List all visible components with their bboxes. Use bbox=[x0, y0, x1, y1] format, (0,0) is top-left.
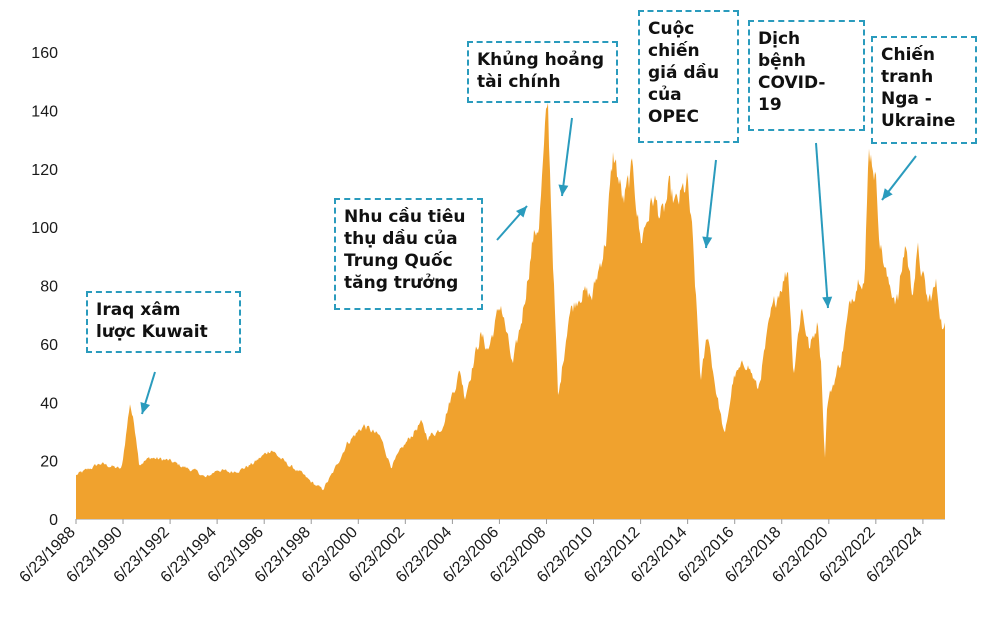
annotation-line: Chiến bbox=[881, 45, 936, 65]
annotation-line: Khủng hoảng bbox=[477, 50, 605, 70]
annotation-line: tài chính bbox=[477, 72, 561, 92]
annotation-line: tăng trưởng bbox=[344, 273, 459, 293]
area-layer bbox=[76, 102, 945, 519]
annotation-line: Trung Quốc bbox=[344, 251, 453, 271]
arrow-head bbox=[702, 236, 713, 248]
annotation-covid-19: Dịch bệnh COVID- 19 bbox=[748, 20, 865, 131]
y-tick-label: 140 bbox=[31, 103, 58, 120]
y-tick-label: 40 bbox=[40, 395, 58, 412]
annotation-line: của bbox=[648, 85, 682, 105]
arrow-head bbox=[515, 206, 527, 218]
annotation-arrow bbox=[561, 117, 573, 197]
annotation-line: Iraq xâm bbox=[96, 300, 181, 320]
arrow-head bbox=[558, 184, 569, 196]
annotation-russia-ukraine: Chiến tranh Nga - Ukraine bbox=[871, 36, 977, 144]
annotation-china-demand: Nhu cầu tiêu thụ dầu của Trung Quốc tăng tr… bbox=[334, 198, 483, 310]
annotation-arrow bbox=[705, 159, 717, 249]
y-tick-label: 160 bbox=[31, 45, 58, 62]
annotation-line: OPEC bbox=[648, 107, 699, 127]
arrow-head bbox=[882, 188, 893, 200]
y-tick-label: 120 bbox=[31, 162, 58, 179]
arrow-layer bbox=[140, 117, 917, 415]
annotation-line: chiến bbox=[648, 41, 700, 61]
annotation-opec-price-war: Cuộc chiến giá dầu của OPEC bbox=[638, 10, 739, 143]
annotation-line: COVID- bbox=[758, 73, 826, 93]
arrow-head bbox=[822, 296, 833, 308]
annotation-line: 19 bbox=[758, 95, 782, 115]
annotation-line: Dịch bbox=[758, 29, 801, 49]
annotation-line: Nga - bbox=[881, 89, 932, 109]
arrow-head bbox=[140, 402, 151, 414]
axes-layer bbox=[75, 518, 945, 524]
y-tick-label: 60 bbox=[40, 337, 58, 354]
annotation-line: bệnh bbox=[758, 51, 806, 71]
y-tick-label: 80 bbox=[40, 279, 58, 296]
annotation-line: lược Kuwait bbox=[96, 322, 208, 342]
y-tick-label: 100 bbox=[31, 220, 58, 237]
annotation-line: thụ dầu của bbox=[344, 229, 458, 249]
y-tick-label: 20 bbox=[40, 454, 58, 471]
annotation-line: Ukraine bbox=[881, 111, 956, 131]
annotation-line: Nhu cầu tiêu bbox=[344, 207, 466, 227]
annotation-financial-crisis: Khủng hoảng tài chính bbox=[467, 41, 618, 103]
annotation-line: giá dầu bbox=[648, 63, 720, 83]
annotation-iraq-kuwait: Iraq xâm lược Kuwait bbox=[86, 291, 241, 353]
annotation-arrow bbox=[815, 142, 829, 309]
annotation-line: Cuộc bbox=[648, 19, 695, 39]
annotation-line: tranh bbox=[881, 67, 934, 87]
y-tick-label: 0 bbox=[49, 512, 58, 529]
price-area bbox=[76, 102, 945, 519]
